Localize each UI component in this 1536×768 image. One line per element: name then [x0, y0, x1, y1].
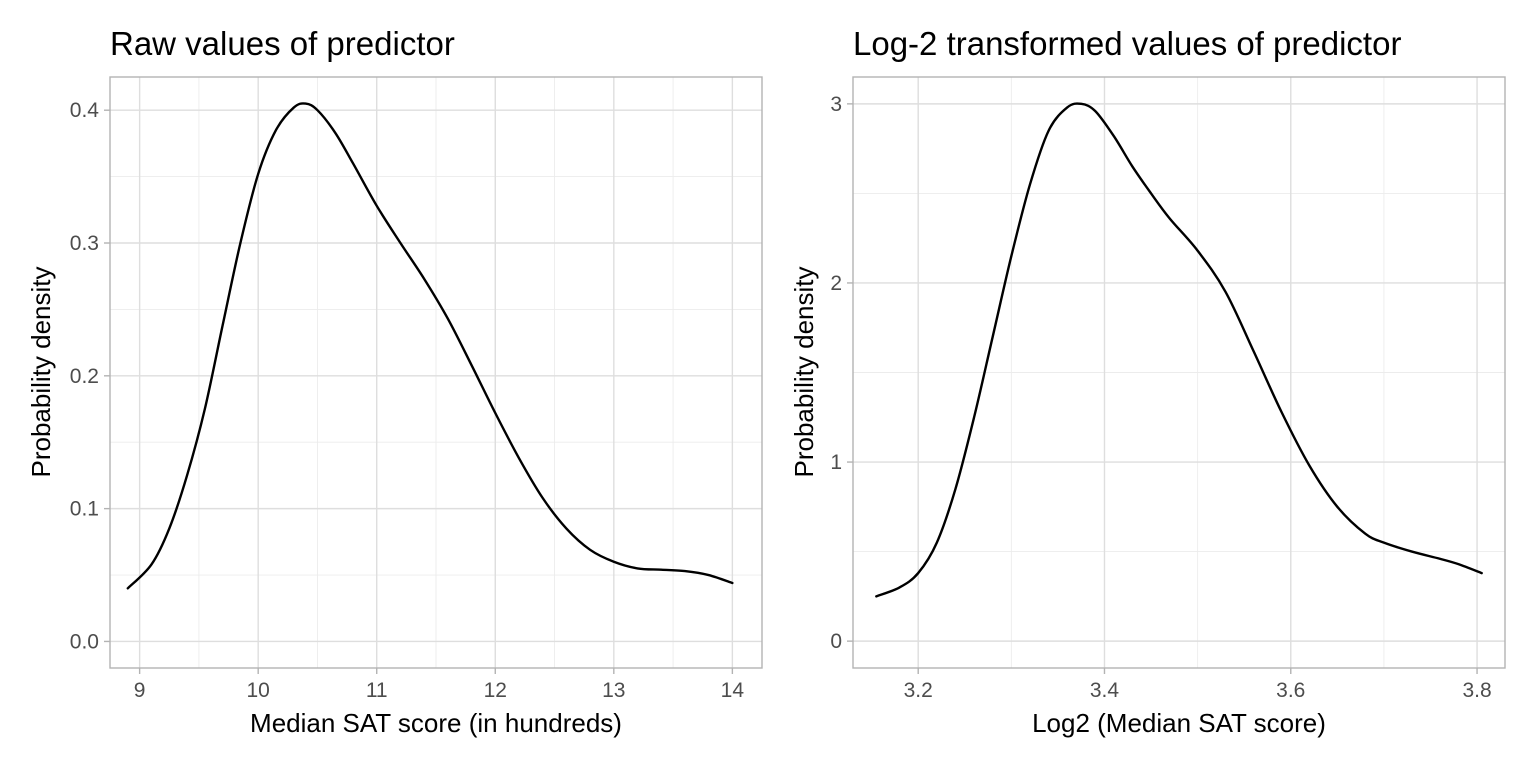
x-tick-label: 3.6: [1276, 679, 1305, 702]
y-axis-title: Probability density: [789, 267, 819, 478]
x-tick-label: 12: [484, 679, 507, 702]
panel-title: Log-2 transformed values of predictor: [853, 25, 1401, 62]
density-curve-log2: [875, 102, 1483, 598]
x-axis-title: Median SAT score (in hundreds): [250, 708, 622, 738]
y-tick-label: 0.2: [70, 365, 99, 388]
ticks-raw: 9 10 11 12 13 14 0.0 0.1 0.2 0.3 0.4: [70, 99, 745, 702]
panel-log2: Log-2 transformed values of predictor 3.…: [789, 25, 1506, 738]
y-tick-label: 0.1: [70, 498, 99, 521]
panel-title: Raw values of predictor: [110, 25, 455, 62]
y-tick-label: 0: [830, 630, 842, 653]
panel-raw: Raw values of predictor 9 10 11 12 13 14 0.0 0.…: [26, 25, 763, 738]
x-tick-label: 10: [247, 679, 270, 702]
plot-border: [852, 76, 1506, 669]
y-axis-title: Probability density: [26, 267, 56, 478]
plot-border: [109, 76, 763, 669]
x-tick-label: 9: [134, 679, 146, 702]
ticks-log2: 3.2 3.4 3.6 3.8 0 1 2 3: [830, 93, 1491, 702]
y-tick-label: 0.0: [70, 630, 99, 653]
y-tick-label: 0.4: [70, 99, 100, 122]
x-tick-label: 13: [602, 679, 625, 702]
y-tick-label: 0.3: [70, 232, 99, 255]
x-tick-label: 3.4: [1090, 679, 1120, 702]
density-curve-raw: [126, 102, 734, 590]
x-tick-label: 11: [366, 679, 388, 702]
x-tick-label: 3.2: [904, 679, 933, 702]
grid-log2: [853, 77, 1505, 668]
y-tick-label: 2: [830, 272, 842, 295]
x-tick-label: 3.8: [1462, 679, 1491, 702]
x-axis-title: Log2 (Median SAT score): [1032, 708, 1326, 738]
y-tick-label: 1: [830, 451, 842, 474]
x-tick-label: 14: [721, 679, 745, 702]
y-tick-label: 3: [830, 93, 842, 116]
grid-raw: [110, 77, 762, 668]
